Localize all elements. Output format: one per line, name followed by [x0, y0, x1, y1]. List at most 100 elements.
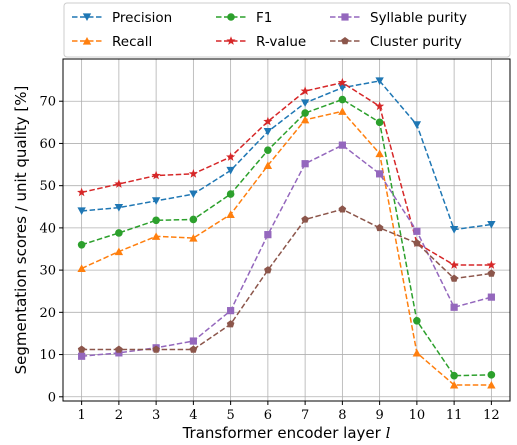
legend-label: Syllable purity — [370, 10, 467, 26]
x-tick-label: 9 — [375, 408, 383, 423]
data-point — [263, 161, 273, 169]
data-point — [486, 260, 496, 269]
data-point — [263, 128, 273, 136]
data-point — [300, 115, 310, 124]
y-tick-label: 50 — [39, 179, 56, 194]
data-point — [151, 232, 161, 240]
data-point — [337, 77, 347, 87]
data-point — [152, 216, 160, 225]
legend-item: R-value — [216, 34, 306, 50]
data-point — [114, 247, 124, 256]
data-point — [115, 229, 123, 237]
legend-label: Recall — [112, 34, 152, 50]
legend-marker — [341, 13, 349, 21]
data-point — [226, 166, 235, 175]
y-tick-label: 10 — [39, 348, 56, 363]
x-tick-label: 12 — [483, 408, 500, 423]
data-point — [151, 170, 161, 180]
legend-label: Cluster purity — [370, 34, 462, 50]
data-point — [301, 215, 309, 223]
y-axis-label: Segmentation scores / unit quality [%] — [12, 86, 30, 375]
y-tick-label: 0 — [48, 390, 56, 405]
data-point — [301, 160, 309, 168]
plot-frame — [62, 58, 511, 402]
data-point — [189, 215, 198, 224]
data-point — [114, 179, 124, 188]
data-point — [227, 307, 235, 315]
data-point — [114, 204, 124, 212]
data-point — [338, 95, 347, 104]
legend-box — [63, 2, 511, 58]
legend-marker — [226, 36, 236, 45]
x-tick-label: 1 — [77, 408, 85, 423]
data-point — [264, 146, 272, 154]
data-point — [375, 77, 384, 85]
x-tick-label: 8 — [338, 408, 346, 423]
data-point — [413, 227, 421, 235]
x-tick-label: 5 — [226, 408, 234, 423]
legend-marker — [341, 37, 349, 45]
series-group — [77, 77, 496, 389]
data-point — [264, 231, 272, 239]
y-tick-label: 40 — [39, 221, 56, 236]
data-point — [412, 348, 422, 357]
data-point — [189, 190, 198, 199]
data-point — [487, 380, 496, 389]
data-point — [375, 223, 384, 232]
legend-item: Recall — [72, 34, 152, 50]
data-point — [263, 116, 273, 126]
legend-marker — [227, 13, 235, 21]
data-point — [151, 197, 161, 205]
data-point — [375, 118, 384, 127]
data-point — [487, 220, 496, 229]
series-line — [81, 80, 492, 231]
x-tick-label: 3 — [152, 408, 160, 423]
data-point — [189, 337, 197, 345]
x-tick-label: 6 — [264, 408, 272, 423]
legend-marker — [82, 13, 92, 21]
legend: Precision Recall F1 R-value Syllable purity C… — [63, 2, 511, 58]
x-tick-label: 2 — [115, 408, 123, 423]
legend-label: Precision — [112, 10, 172, 26]
data-point — [376, 170, 384, 178]
series-line — [81, 81, 492, 266]
legend-marker — [82, 37, 92, 45]
data-point — [450, 303, 458, 311]
data-point — [188, 169, 198, 178]
legend-item: Precision — [72, 10, 172, 26]
series-2 — [77, 95, 496, 380]
data-point — [77, 207, 86, 215]
data-point — [78, 352, 86, 360]
data-point — [300, 86, 310, 95]
data-point — [487, 371, 496, 379]
data-point — [375, 149, 384, 158]
data-point — [412, 121, 422, 129]
data-point — [189, 345, 198, 353]
series-line — [81, 144, 492, 357]
series-line — [81, 110, 492, 386]
series-1 — [77, 107, 496, 389]
x-tick-label: 11 — [446, 408, 463, 423]
data-point — [338, 107, 347, 115]
data-point — [77, 345, 86, 353]
x-axis-label: Transformer encoder layer l — [182, 424, 391, 442]
data-point — [77, 187, 87, 197]
data-point — [338, 205, 347, 213]
legend-item: Cluster purity — [330, 34, 462, 50]
data-point — [487, 269, 496, 277]
data-point — [413, 239, 421, 247]
legend-label: R-value — [256, 34, 306, 50]
y-tick-label: 70 — [39, 95, 56, 110]
grid-lines — [63, 59, 510, 401]
data-point — [450, 274, 458, 282]
y-tick-label: 30 — [39, 264, 56, 279]
series-3 — [77, 77, 496, 269]
data-point — [226, 210, 235, 218]
data-point — [226, 190, 235, 198]
y-tick-label: 20 — [39, 306, 56, 321]
data-point — [115, 345, 123, 353]
data-point — [338, 141, 346, 149]
data-point — [375, 101, 385, 111]
data-point — [226, 320, 235, 328]
